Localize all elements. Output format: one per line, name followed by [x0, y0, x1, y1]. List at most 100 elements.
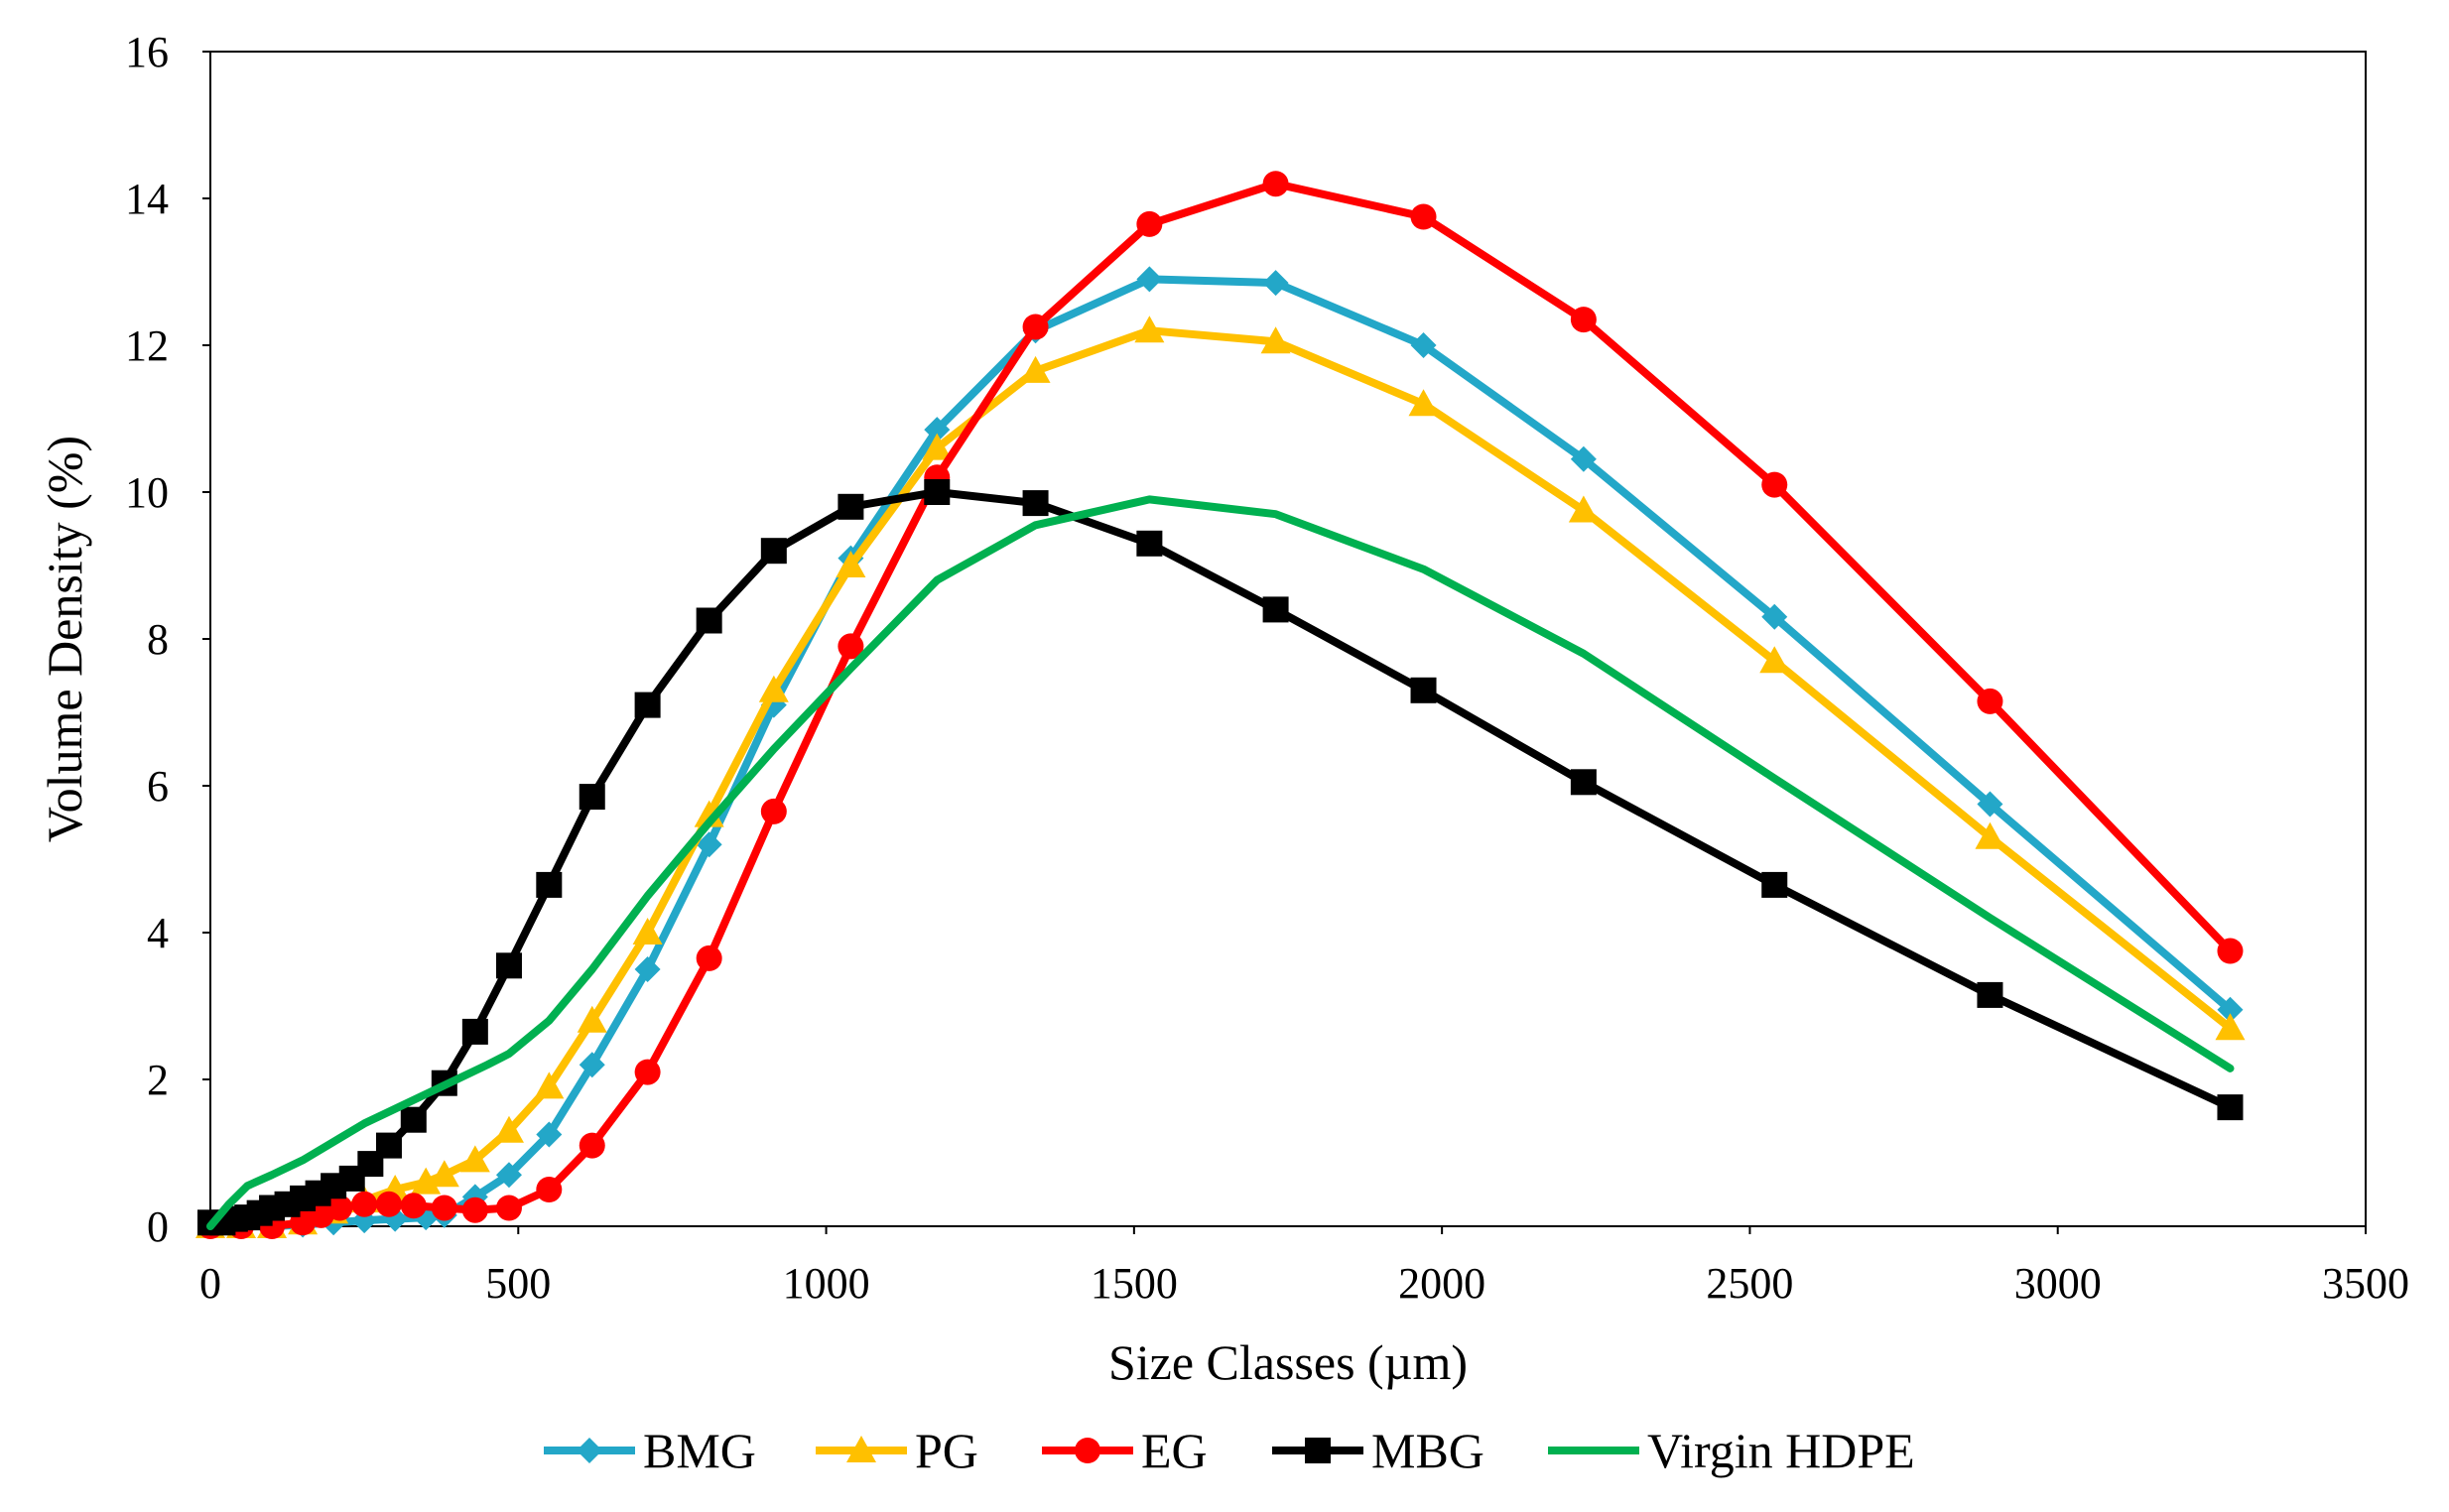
data-point-pg — [836, 551, 866, 577]
series-line-virgin-hdpe — [206, 495, 2235, 1230]
data-point-pg — [632, 918, 663, 945]
y-axis-ticks: 0 2 4 6 8 10 12 14 16 — [125, 28, 210, 1251]
data-point-pg — [459, 1145, 490, 1173]
data-point-eg — [1761, 471, 1788, 498]
data-point-mbg — [634, 692, 661, 718]
legend-item-virgin-hdpe: Virgin HDPE — [1548, 1423, 1915, 1478]
y-tick-label: 8 — [147, 615, 169, 664]
data-point-eg — [536, 1177, 563, 1202]
data-point-mbg — [461, 1018, 488, 1045]
legend-item-eg: EG — [1042, 1423, 1208, 1478]
x-axis-ticks: 0 500 1000 1500 2000 2500 3000 3500 — [199, 1226, 2409, 1308]
data-point-eg — [351, 1191, 378, 1217]
data-point-eg — [760, 798, 787, 824]
data-point-eg — [326, 1195, 353, 1221]
data-point-mbg — [1977, 981, 2003, 1008]
series-mbg — [197, 479, 2244, 1236]
data-point-mbg — [1136, 530, 1163, 557]
data-point-eg — [1977, 688, 2003, 714]
data-point-bmg — [495, 1162, 522, 1189]
data-point-pg — [1568, 495, 1599, 523]
y-tick-label: 14 — [125, 175, 169, 223]
legend-swatch-marker — [577, 1438, 602, 1463]
legend-item-pg: PG — [816, 1423, 978, 1478]
x-tick-label: 500 — [485, 1259, 551, 1308]
series-line-mbg — [206, 488, 2235, 1227]
data-point-mbg — [924, 479, 951, 505]
data-point-eg — [838, 633, 864, 660]
data-point-bmg — [1410, 332, 1437, 358]
y-tick-label: 10 — [125, 468, 169, 517]
data-point-pg — [1260, 326, 1291, 354]
data-point-bmg — [536, 1121, 563, 1148]
x-tick-label: 2000 — [1398, 1259, 1485, 1308]
data-point-bmg — [1262, 270, 1289, 297]
data-point-eg — [1262, 171, 1289, 197]
x-tick-label: 3000 — [2014, 1259, 2102, 1308]
data-point-bmg — [1136, 266, 1163, 293]
x-tick-label: 0 — [199, 1259, 221, 1308]
legend-swatch-marker — [1305, 1438, 1331, 1463]
x-tick-label: 1500 — [1091, 1259, 1178, 1308]
series-line-pg — [206, 326, 2235, 1230]
legend-label: EG — [1141, 1423, 1208, 1478]
legend: BMG PG EG MBG Virgin HDPE — [544, 1423, 1915, 1478]
series-eg — [197, 171, 2244, 1239]
data-point-pg — [429, 1160, 459, 1188]
series-bmg — [197, 266, 2244, 1239]
data-point-pg — [922, 433, 953, 460]
data-point-bmg — [1761, 603, 1788, 630]
series-line-bmg — [206, 275, 2235, 1230]
data-point-pg — [1408, 389, 1439, 417]
y-axis-title: Volume Density (%) — [37, 436, 92, 842]
legend-swatch-marker — [1075, 1438, 1100, 1463]
y-tick-label: 16 — [125, 28, 169, 76]
series-pg — [195, 315, 2246, 1238]
legend-item-bmg: BMG — [544, 1423, 756, 1478]
data-point-mbg — [579, 784, 605, 811]
x-tick-label: 3500 — [2322, 1259, 2409, 1308]
data-point-bmg — [1977, 791, 2003, 818]
data-point-bmg — [579, 1052, 605, 1078]
x-tick-label: 2500 — [1706, 1259, 1793, 1308]
legend-swatch-marker — [846, 1436, 876, 1462]
data-point-eg — [375, 1191, 402, 1217]
data-point-eg — [461, 1197, 488, 1223]
data-point-bmg — [2217, 996, 2244, 1023]
data-point-mbg — [1262, 596, 1289, 623]
data-point-bmg — [1570, 445, 1597, 472]
data-point-pg — [758, 675, 789, 702]
data-point-pg — [1020, 355, 1051, 383]
data-point-pg — [411, 1167, 442, 1195]
data-point-pg — [2215, 1013, 2246, 1041]
legend-item-mbg: MBG — [1272, 1423, 1484, 1478]
data-point-mbg — [1570, 769, 1597, 796]
data-point-mbg — [696, 607, 722, 634]
data-point-mbg — [400, 1106, 427, 1133]
legend-label: BMG — [643, 1423, 756, 1478]
series-layer — [195, 171, 2246, 1239]
y-tick-label: 2 — [147, 1056, 169, 1104]
data-point-mbg — [375, 1132, 402, 1159]
legend-label: PG — [915, 1423, 978, 1478]
data-point-bmg — [924, 417, 951, 443]
data-point-eg — [495, 1195, 522, 1221]
data-point-pg — [534, 1071, 565, 1099]
data-point-eg — [2217, 938, 2244, 964]
data-point-pg — [577, 1005, 607, 1033]
y-tick-label: 12 — [125, 321, 169, 370]
data-point-pg — [694, 800, 724, 827]
y-tick-label: 0 — [147, 1202, 169, 1251]
data-point-pg — [493, 1115, 524, 1143]
data-point-eg — [1410, 203, 1437, 230]
data-point-mbg — [495, 952, 522, 979]
plot-area-frame — [209, 51, 2367, 1227]
data-point-eg — [1570, 307, 1597, 333]
data-point-mbg — [1410, 677, 1437, 703]
data-point-mbg — [1022, 490, 1049, 517]
y-tick-label: 4 — [147, 909, 169, 957]
data-point-eg — [431, 1195, 457, 1221]
data-point-pg — [1134, 315, 1165, 343]
x-tick-label: 1000 — [783, 1259, 870, 1308]
